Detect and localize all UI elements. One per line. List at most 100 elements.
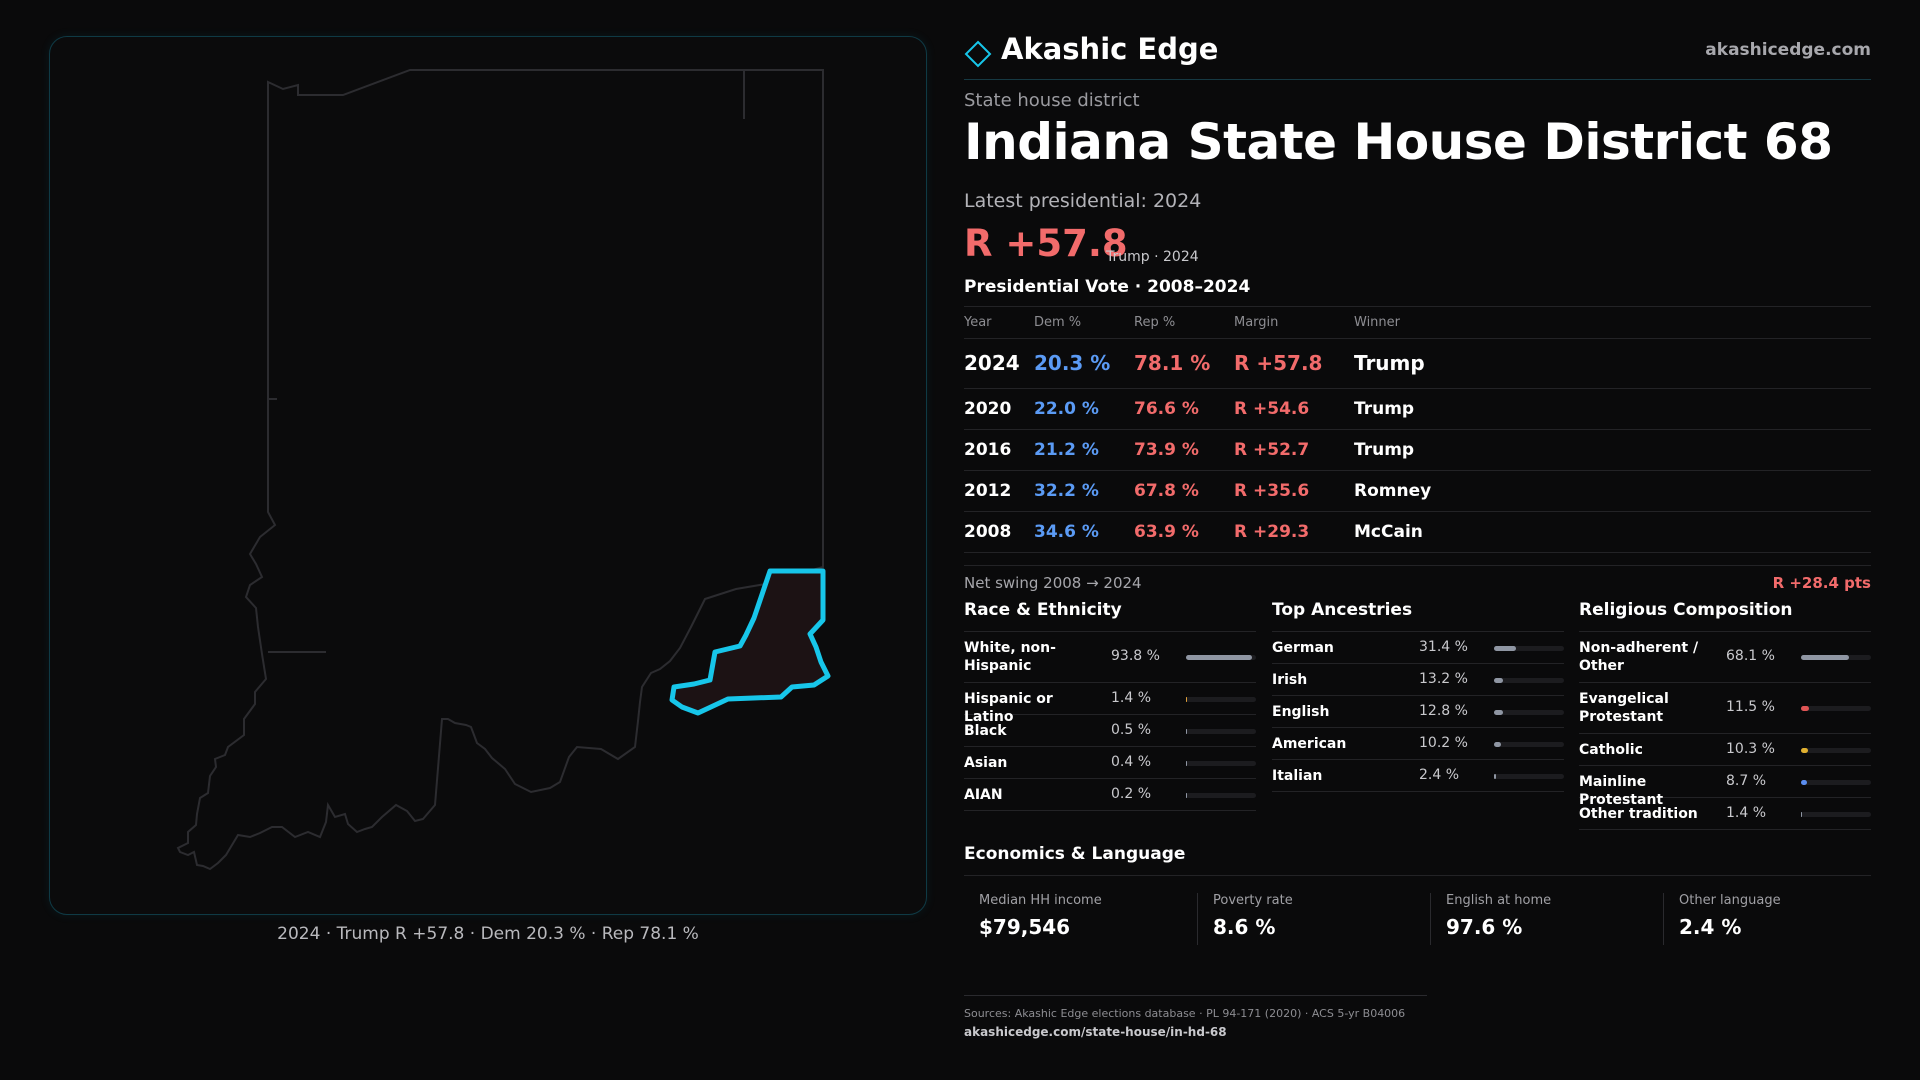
row-label: Italian [1272,768,1323,784]
dem-pct-cell: 34.6 % [1034,522,1099,542]
sources-footer: Sources: Akashic Edge elections database… [964,995,1427,1039]
share-bar [1494,710,1503,715]
stat-label: Other language [1679,893,1781,908]
share-bar [1186,793,1187,798]
share-bar-track [1494,678,1564,683]
row-value: 2.4 % [1419,767,1460,783]
district-shape[interactable] [669,568,831,716]
row-label: Catholic [1579,742,1643,758]
share-bar-track [1801,812,1871,817]
row-value: 12.8 % [1419,703,1468,719]
brand-bar: Akashic Edge akashicedge.com [964,30,1871,80]
year-cell: 2012 [964,481,1012,501]
rep-pct-cell: 73.9 % [1134,440,1199,460]
share-bar-track [1186,697,1256,702]
row-label: Black [964,723,1007,739]
table-row: 2016 21.2 % 73.9 % R +52.7 Trump [964,429,1871,470]
list-item: German 31.4 % [1272,632,1564,664]
share-bar [1186,729,1187,734]
margin-cell: R +35.6 [1234,481,1310,501]
stat-value: 8.6 % [1213,915,1276,939]
stat-label: English at home [1446,893,1552,908]
rep-pct-cell: 63.9 % [1134,522,1199,542]
state-outline [176,69,824,871]
list-item: English 12.8 % [1272,696,1564,728]
share-bar-track [1801,706,1871,711]
list-item: Irish 13.2 % [1272,664,1564,696]
year-cell: 2016 [964,440,1012,460]
sources-text: Sources: Akashic Edge elections database… [964,1007,1406,1020]
year-cell: 2008 [964,522,1012,542]
row-value: 8.7 % [1726,773,1767,789]
share-bar-track [1494,710,1564,715]
row-value: 93.8 % [1111,648,1160,664]
row-label: English [1272,704,1330,720]
share-bar [1801,706,1809,711]
share-bar-track [1494,742,1564,747]
stat-value: 97.6 % [1446,915,1523,939]
share-bar [1494,774,1496,779]
row-value: 1.4 % [1726,805,1767,821]
share-bar-track [1801,780,1871,785]
list-item: Non-adherent / Other 68.1 % [1579,632,1871,683]
row-value: 10.2 % [1419,735,1468,751]
row-value: 0.5 % [1111,722,1152,738]
list-item: Other tradition 1.4 % [1579,798,1871,830]
row-value: 13.2 % [1419,671,1468,687]
row-value: 68.1 % [1726,648,1775,664]
share-bar-track [1186,761,1256,766]
stat-card-english: English at home 97.6 % [1430,893,1648,945]
winner-cell: McCain [1354,522,1423,542]
economics-title: Economics & Language [964,844,1871,876]
share-bar [1801,780,1807,785]
ancestries-section: Top Ancestries German 31.4 % Irish 13.2 … [1272,600,1564,792]
year-cell: 2020 [964,399,1012,419]
page-title: Indiana State House District 68 [964,113,1833,171]
list-item: Hispanic or Latino 1.4 % [964,683,1256,725]
share-bar [1186,655,1252,660]
column-header-year: Year [964,315,992,330]
share-bar [1186,697,1187,702]
district-map [176,69,831,871]
map-panel[interactable] [49,36,927,915]
stat-card-other-language: Other language 2.4 % [1663,893,1881,945]
column-header-dem: Dem % [1034,315,1082,330]
race-ethnicity-section: Race & Ethnicity White, non-Hispanic 93.… [964,600,1256,811]
vote-history-table: Year Dem % Rep % Margin Winner 2024 20.3… [964,306,1871,553]
share-bar [1801,812,1802,817]
latest-presidential-label: Latest presidential: 2024 [964,190,1202,212]
share-bar-track [1494,646,1564,651]
winner-cell: Trump [1354,399,1415,419]
religion-section: Religious Composition Non-adherent / Oth… [1579,600,1871,830]
stat-label: Median HH income [979,893,1102,908]
dem-pct-cell: 21.2 % [1034,440,1099,460]
share-bar [1494,646,1516,651]
share-bar [1801,655,1849,660]
row-value: 1.4 % [1111,690,1152,706]
stat-label: Poverty rate [1213,893,1293,908]
row-label: Asian [964,755,1008,771]
list-item: Mainline Protestant 8.7 % [1579,766,1871,808]
share-bar [1801,748,1808,753]
brand-url-link[interactable]: akashicedge.com [1705,40,1871,60]
table-row: 2008 34.6 % 63.9 % R +29.3 McCain [964,511,1871,552]
share-bar-track [1186,729,1256,734]
row-label: Irish [1272,672,1308,688]
row-value: 0.2 % [1111,786,1152,802]
diamond-icon[interactable] [964,40,992,72]
share-bar [1494,742,1501,747]
row-label: White, non-Hispanic [964,640,1056,674]
row-value: 31.4 % [1419,639,1468,655]
row-label: Hispanic or Latino [964,691,1053,725]
rep-pct-cell: 67.8 % [1134,481,1199,501]
net-swing-label: Net swing 2008 → 2024 [964,574,1142,592]
rep-pct-cell: 76.6 % [1134,399,1199,419]
net-swing-value: R +28.4 pts [1772,574,1871,592]
margin-cell: R +52.7 [1234,440,1310,460]
column-header-margin: Margin [1234,315,1279,330]
source-url-link[interactable]: akashicedge.com/state-house/in-hd-68 [964,1025,1227,1039]
stat-value: 2.4 % [1679,915,1742,939]
margin-cell: R +54.6 [1234,399,1310,419]
brand-name[interactable]: Akashic Edge [1001,32,1219,66]
